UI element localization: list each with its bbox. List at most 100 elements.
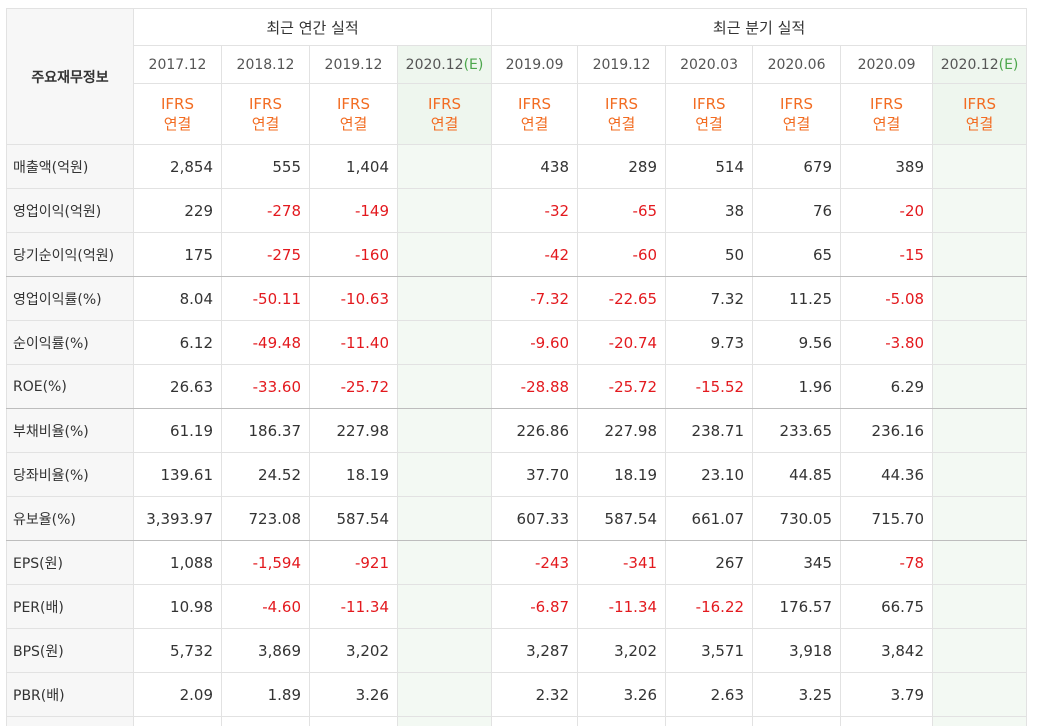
table-row: 당기순이익(억원) 175 -275 -160 -42 -60 50 65 -15	[6, 232, 1028, 277]
table-cell: 226.86	[491, 408, 579, 453]
table-cell: -11.40	[309, 320, 398, 365]
period-label: 2020.06	[767, 56, 826, 73]
row-label	[6, 716, 134, 726]
table-cell: 24.52	[221, 452, 310, 497]
period-label: 2017.12	[148, 56, 207, 73]
ifrs-label: IFRS	[249, 95, 282, 113]
ifrs-header: IFRS 연결	[577, 83, 667, 145]
table-cell	[396, 276, 493, 321]
table-cell	[396, 364, 493, 409]
ifrs-label: IFRS	[518, 95, 552, 113]
table-cell: -49.48	[221, 320, 310, 365]
table-cell: -341	[577, 540, 667, 585]
table-cell: 238.71	[665, 408, 754, 453]
row-label: 순이익률(%)	[6, 320, 134, 365]
table-cell	[932, 672, 1028, 717]
period-header: 2019.12	[309, 45, 398, 84]
table-cell: -50.11	[221, 276, 310, 321]
period-label: 2020.12	[405, 56, 464, 73]
table-row: EPS(원) 1,088 -1,594 -921 -243 -341 267 345 -78	[6, 540, 1028, 585]
table-cell	[932, 188, 1028, 233]
row-label: BPS(원)	[6, 628, 134, 673]
estimate-tag: (E)	[463, 56, 484, 73]
table-cell: 50	[665, 232, 754, 277]
row-label: 영업이익률(%)	[6, 276, 134, 321]
table-cell: 679	[752, 144, 842, 189]
ifrs-header-row: IFRS 연결 IFRS 연결 IFRS 연결 IFRS 연결 IFRS 연결 IFRS 연결 IFRS…	[7, 83, 1028, 145]
table-cell: -33.60	[221, 364, 310, 409]
table-cell: 76	[752, 188, 842, 233]
table-row: 매출액(억원) 2,854 555 1,404 438 289 514 679 389	[6, 144, 1028, 189]
table-cell: 6.12	[133, 320, 222, 365]
table-cell: -275	[221, 232, 310, 277]
table-cell: -243	[491, 540, 579, 585]
table-cell: -10.63	[309, 276, 398, 321]
table-cell: 6.29	[840, 364, 934, 409]
table-cell: 3,202	[577, 628, 667, 673]
table-cell: 11.25	[752, 276, 842, 321]
table-cell: 3,393.97	[133, 496, 222, 541]
table-cell	[396, 628, 493, 673]
quarter-group-header: 최근 분기 실적	[491, 8, 1028, 46]
table-cell: 289	[577, 144, 667, 189]
period-label: 2019.09	[505, 56, 564, 73]
table-cell: 267	[665, 540, 754, 585]
table-cell: 345	[752, 540, 842, 585]
table-cell	[396, 232, 493, 277]
period-header: 2020.03	[665, 45, 754, 84]
table-cell: 438	[491, 144, 579, 189]
ifrs-label: IFRS	[870, 95, 904, 113]
ifrs-label: IFRS	[605, 95, 639, 113]
table-cell	[932, 628, 1028, 673]
ifrs-header: IFRS 연결	[221, 83, 310, 145]
table-cell: 8.04	[133, 276, 222, 321]
table-cell	[133, 716, 222, 726]
table-cell: 10.98	[133, 584, 222, 629]
period-label: 2018.12	[236, 56, 295, 73]
table-cell: -4.60	[221, 584, 310, 629]
consolidated-label: 연결	[339, 115, 368, 133]
table-cell: -20	[840, 188, 934, 233]
table-cell	[932, 320, 1028, 365]
table-row-partial	[6, 716, 1028, 726]
table-cell	[932, 496, 1028, 541]
table-cell: -278	[221, 188, 310, 233]
ifrs-header: IFRS 연결	[491, 83, 579, 145]
ifrs-header: IFRS 연결	[396, 83, 493, 145]
row-label: 당기순이익(억원)	[6, 232, 134, 277]
table-cell: 723.08	[221, 496, 310, 541]
corner-label: 주요재무정보	[6, 8, 134, 145]
table-cell: -11.34	[309, 584, 398, 629]
financial-table: 주요재무정보 최근 연간 실적 최근 분기 실적 2017.12 2018.12 2…	[6, 8, 1028, 726]
row-label: 부채비율(%)	[6, 408, 134, 453]
ifrs-header: IFRS 연결	[840, 83, 934, 145]
table-cell: -22.65	[577, 276, 667, 321]
table-cell	[396, 408, 493, 453]
row-label: PER(배)	[6, 584, 134, 629]
consolidated-label: 연결	[520, 115, 549, 133]
table-cell	[309, 716, 398, 726]
table-cell: -11.34	[577, 584, 667, 629]
ifrs-header: IFRS 연결	[133, 83, 222, 145]
period-label: 2019.12	[592, 56, 651, 73]
table-cell: 3,842	[840, 628, 934, 673]
table-cell: -65	[577, 188, 667, 233]
ifrs-label: IFRS	[692, 95, 726, 113]
financial-table-body: 매출액(억원) 2,854 555 1,404 438 289 514 679 389 영업이익(…	[6, 144, 1028, 726]
table-row: 당좌비율(%) 139.61 24.52 18.19 37.70 18.19 23.10 44…	[6, 452, 1028, 497]
row-label: PBR(배)	[6, 672, 134, 717]
period-header: 2020.12(E)	[396, 45, 493, 84]
consolidated-label: 연결	[430, 115, 459, 133]
table-cell: 7.32	[665, 276, 754, 321]
table-cell	[396, 320, 493, 365]
table-cell: -5.08	[840, 276, 934, 321]
ifrs-header: IFRS 연결	[932, 83, 1028, 145]
table-row: BPS(원) 5,732 3,869 3,202 3,287 3,202 3,571 3,91…	[6, 628, 1028, 673]
table-cell: 3,869	[221, 628, 310, 673]
period-header: 2019.09	[491, 45, 579, 84]
table-cell: -32	[491, 188, 579, 233]
table-cell: 18.19	[577, 452, 667, 497]
table-cell: 38	[665, 188, 754, 233]
consolidated-label: 연결	[163, 115, 192, 133]
